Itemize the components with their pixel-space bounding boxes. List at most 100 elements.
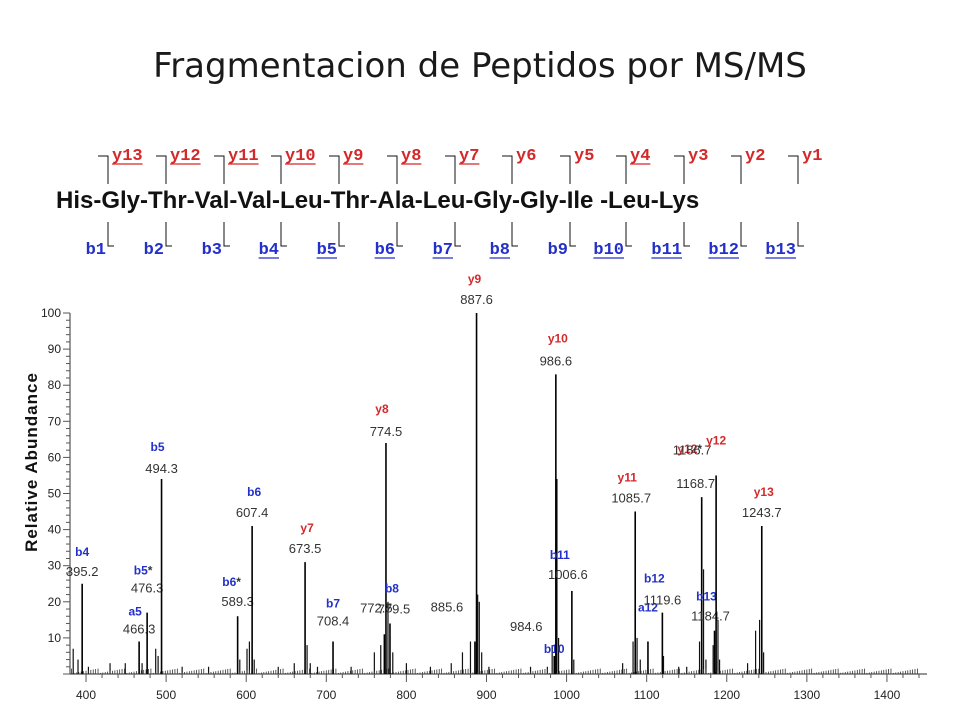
peak-ion-label: b5* [134,564,153,578]
peak-mass-label: 708.4 [317,614,350,629]
y-tick-label: 100 [41,306,61,320]
y-axis-label: Relative Abundance [22,372,41,552]
b-ion-label: b12 [708,241,739,260]
x-tick-label: 1300 [794,688,821,702]
minor-peaks [71,479,918,674]
peak-mass-label: 589.3 [221,594,254,609]
peak-mass-label: 984.6 [510,619,543,634]
peak-ion-label: b5 [151,440,165,454]
peak-ion-label: y12* [677,442,702,456]
peak-mass-label: 885.6 [431,600,464,615]
x-tick-label: 700 [316,688,336,702]
peak-ion-label: b6* [222,575,241,589]
peak-mass-label: 395.2 [66,564,99,579]
b-ion-bracket [511,222,518,247]
peak-ion-label: b8 [385,581,399,595]
y-ion-bracket [445,155,456,184]
peak-mass-label: 779.5 [378,601,411,616]
x-tick-label: 900 [476,688,496,702]
peak-mass-label: 1184.7 [691,609,730,624]
peak-ion-label: y7 [300,521,314,535]
b-ion-bracket [797,222,804,247]
b-ion-bracket [165,222,172,247]
x-tick-label: 1400 [874,688,901,702]
b-ion-label: b7 [433,241,453,260]
y-ion-bracket [674,155,685,184]
y-ion-label: y2 [745,147,765,166]
peak-mass-label: 476.3 [131,581,164,596]
x-tick-label: 800 [396,688,416,702]
b-ion-bracket [223,222,230,247]
peak-mass-label: 1243.7 [742,505,782,520]
y-tick-label: 40 [48,523,62,537]
y-ion-label: y11 [228,147,259,166]
y-ion-bracket [271,155,282,184]
peak-ion-label: b13 [696,590,717,604]
x-tick-label: 1200 [713,688,740,702]
b-ion-label: b10 [593,241,624,260]
y-tick-label: 80 [48,378,62,392]
peak-ion-label: y11 [618,471,638,485]
y-ion-label: y12 [170,147,201,166]
peak-ion-label: b7 [326,597,340,611]
y-ion-bracket [502,155,513,184]
x-tick-label: 400 [76,688,96,702]
ion-label-star: * [148,564,153,578]
x-tick-label: 1100 [634,688,660,702]
x-tick-label: 500 [156,688,176,702]
b-ion-bracket [569,222,576,247]
y-ion-bracket [329,155,340,184]
ion-label-star: * [236,575,241,589]
y-tick-label: 30 [48,559,62,573]
b-ion-bracket [107,222,114,247]
y-ion-bracket [156,155,167,184]
peak-mass-label: 774.5 [370,424,403,439]
y-ion-bracket [387,155,398,184]
y-tick-label: 90 [48,342,62,356]
b-ion-bracket [625,222,632,247]
y-tick-label: 10 [48,631,62,645]
y-ion-bracket [731,155,742,184]
y-ion-bracket [616,155,627,184]
b-ion-label: b2 [144,241,164,260]
y-ion-label: y13 [112,147,143,166]
peptide-sequence-diagram: His-Gly-Thr-Val-Val-Leu-Thr-Ala-Leu-Gly-… [56,147,822,260]
peak-ion-label: a5 [128,605,142,619]
chart-axes: 400 500 600 700 800 900 1000 1100 1200 1300 1400 10… [41,306,927,702]
b-ion-bracket [280,222,287,247]
b-ion-bracket [338,222,345,247]
y-ion-label: y1 [802,147,822,166]
peak-ion-label: b4 [75,545,89,559]
y-tick-label: 20 [48,595,62,609]
x-tick-label: 600 [236,688,256,702]
y-tick-label: 60 [48,450,62,464]
peak-mass-label: 986.6 [540,353,573,368]
peak-ion-label: y12 [706,433,726,447]
y-ion-label: y10 [285,147,316,166]
peak-mass-label: 887.6 [460,292,493,307]
page-title: Fragmentacion de Peptidos por MS/MS [153,46,807,86]
peak-ion-label: y8 [375,402,389,416]
peak-ion-label: y9 [468,272,482,286]
b-ion-bracket [454,222,461,247]
ion-label-star: * [697,442,702,456]
b-ion-bracket [683,222,690,247]
peak-mass-label: 1085.7 [611,491,651,506]
b-ion-bracket [396,222,403,247]
peak-mass-label: 1186.7 [673,442,712,457]
b-ion-label: b1 [86,241,106,260]
peak-ion-label: y13 [754,485,774,499]
b-ion-label: b13 [765,241,796,260]
peak-mass-label: 607.4 [236,505,269,520]
b-ion-label: b5 [317,241,337,260]
peak-ion-label: b10 [544,642,565,656]
y-ion-label: y3 [688,147,708,166]
peptide-sequence: His-Gly-Thr-Val-Val-Leu-Thr-Ala-Leu-Gly-… [56,187,699,214]
y-ion-label: y6 [516,147,536,166]
b-ion-label: b11 [651,241,682,260]
peak-mass-label: 673.5 [289,541,322,556]
peak-mass-label: 1119.6 [643,593,681,608]
peak-ion-label: y10 [548,331,568,345]
peak-mass-label: 1006.6 [548,567,588,582]
